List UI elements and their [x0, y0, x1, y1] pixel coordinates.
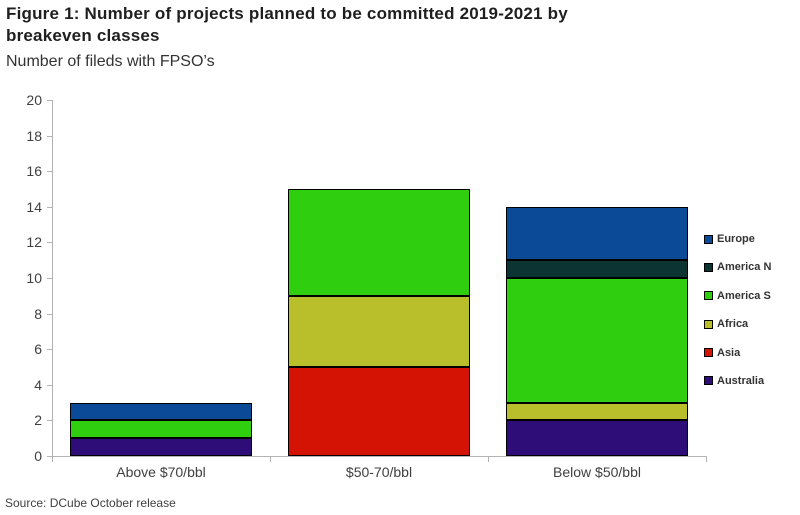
legend-label: America S	[717, 289, 771, 302]
legend-item-asia: Asia	[704, 347, 771, 359]
y-tick-label: 4	[34, 376, 42, 393]
y-axis-tick	[47, 349, 52, 351]
legend-item-america-s: America S	[704, 290, 771, 302]
bar-segment-africa--50-70-bbl	[288, 295, 470, 367]
y-tick-label: 14	[26, 198, 42, 215]
y-axis-tick	[47, 100, 52, 101]
y-tick-label: 16	[26, 163, 42, 180]
x-axis-tick	[52, 456, 53, 462]
y-axis-tick	[47, 278, 52, 279]
y-axis-line	[52, 100, 53, 457]
chart-title-line1: Figure 1: Number of projects planned to …	[6, 4, 568, 23]
x-axis-tick	[270, 456, 271, 462]
bar-segment-europe-below-50-bbl	[506, 206, 688, 261]
legend-item-america-n: America N	[704, 261, 771, 273]
chart-subtitle: Number of fileds with FPSO’s	[6, 53, 215, 70]
y-tick-label: 8	[34, 305, 42, 322]
y-axis-tick	[47, 206, 52, 208]
legend-label: Australia	[717, 374, 765, 387]
legend-item-africa: Africa	[704, 318, 771, 330]
bar-segment-asia--50-70-bbl	[288, 367, 470, 456]
y-tick-label: 12	[26, 234, 42, 251]
legend-item-europe: Europe	[704, 233, 771, 245]
y-tick-label: 2	[34, 412, 42, 429]
y-axis-tick	[47, 456, 52, 457]
y-tick-label: 0	[34, 448, 42, 464]
x-category-label: $50-70/bbl	[345, 464, 413, 480]
legend-swatch-icon	[704, 319, 713, 329]
y-axis-tick	[47, 135, 52, 137]
source-note: Source: DCube October release	[5, 496, 176, 510]
bar-segment-australia-above-70-bbl	[70, 438, 252, 456]
legend-swatch-icon	[704, 376, 713, 386]
x-axis-line	[52, 456, 707, 457]
bar-segment-australia-below-50-bbl	[506, 420, 688, 456]
x-category-label: Below $50/bbl	[553, 464, 641, 480]
y-axis-tick	[47, 313, 52, 315]
y-tick-label: 6	[34, 341, 42, 358]
chart-legend: Europe America N America S Africa Asia Austra…	[704, 233, 771, 403]
y-axis-tick	[47, 420, 52, 422]
legend-label: America N	[717, 261, 772, 274]
y-tick-label: 10	[26, 270, 42, 286]
bar-segment-europe-above-70-bbl	[70, 402, 252, 421]
y-tick-label: 18	[26, 127, 42, 144]
y-axis-tick	[47, 171, 52, 173]
bar-segment-america-n-below-50-bbl	[506, 260, 688, 278]
legend-item-australia: Australia	[704, 375, 771, 387]
x-axis-tick	[488, 456, 489, 462]
legend-swatch-icon	[704, 348, 713, 358]
legend-label: Europe	[717, 233, 755, 245]
legend-swatch-icon	[704, 262, 713, 272]
legend-label: Africa	[717, 318, 749, 331]
bar-segment-america-s-below-50-bbl	[506, 278, 688, 403]
bar-segment-america-s--50-70-bbl	[288, 189, 470, 296]
legend-label: Asia	[717, 346, 741, 359]
x-category-label: Above $70/bbl	[116, 464, 206, 480]
chart-title-line2: breakeven classes	[6, 26, 160, 45]
bar-segment-america-s-above-70-bbl	[70, 420, 252, 439]
chart-title: Figure 1: Number of projects planned to …	[6, 3, 794, 47]
x-axis-tick	[706, 456, 707, 462]
y-tick-label: 20	[26, 92, 42, 108]
y-axis-tick	[47, 384, 52, 386]
legend-swatch-icon	[704, 291, 713, 301]
y-axis-tick	[47, 242, 52, 244]
bar-segment-africa-below-50-bbl	[506, 402, 688, 421]
chart-header: Figure 1: Number of projects planned to …	[6, 3, 794, 72]
legend-swatch-icon	[704, 234, 713, 244]
